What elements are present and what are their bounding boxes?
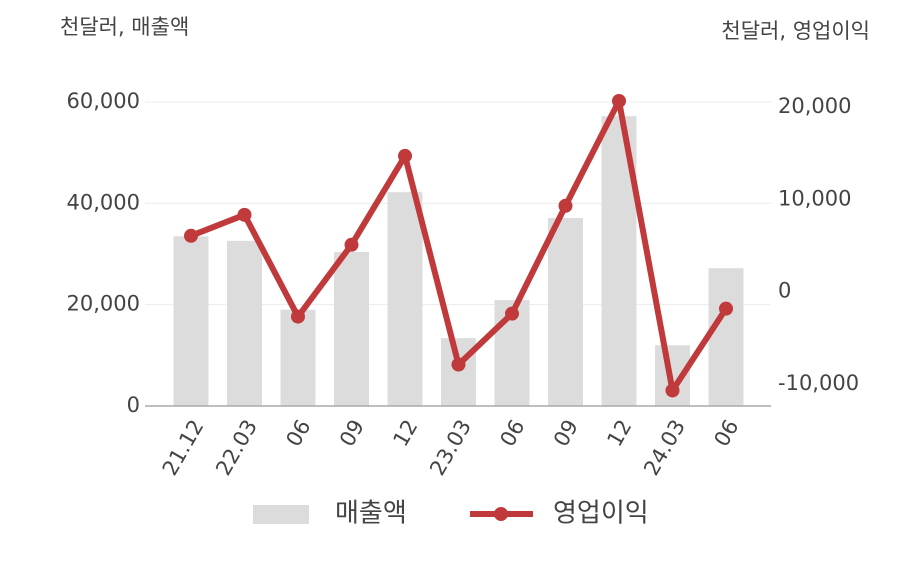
y2-tick-label: 20,000 bbox=[778, 94, 851, 118]
bar bbox=[227, 240, 262, 406]
x-tick-label: 24.03 bbox=[639, 416, 690, 480]
bar bbox=[387, 192, 423, 406]
y2-tick-label: -10,000 bbox=[778, 371, 859, 395]
line-point bbox=[237, 207, 252, 222]
bar bbox=[708, 268, 744, 406]
x-tick-label: 09 bbox=[549, 416, 583, 451]
legend-label: 매출액 bbox=[335, 499, 407, 529]
y-tick-label: 40,000 bbox=[67, 190, 140, 214]
x-tick-label: 06 bbox=[495, 416, 529, 451]
x-tick-label: 06 bbox=[281, 416, 315, 451]
legend-label: 영업이익 bbox=[553, 499, 649, 529]
line-point bbox=[184, 228, 198, 243]
y-tick-label: 0 bbox=[127, 393, 140, 417]
legend-swatch bbox=[253, 505, 309, 524]
line-point bbox=[505, 306, 519, 321]
y2-tick-label: 10,000 bbox=[778, 186, 851, 210]
line-point bbox=[719, 301, 733, 316]
bar bbox=[334, 251, 369, 406]
x-tick-label: 12 bbox=[602, 416, 636, 451]
line-point bbox=[344, 237, 359, 252]
x-tick-label: 22.03 bbox=[211, 416, 262, 480]
line-point bbox=[398, 148, 412, 163]
bar bbox=[548, 218, 583, 406]
x-tick-label: 09 bbox=[335, 416, 369, 451]
bar bbox=[173, 236, 209, 406]
x-tick-label: 23.03 bbox=[425, 416, 476, 480]
legend: 매출액 영업이익 bbox=[253, 499, 649, 529]
y-unit-label: 천달러, 매출액 bbox=[60, 15, 189, 39]
bar bbox=[441, 338, 476, 406]
y-tick-label: 60,000 bbox=[67, 89, 140, 113]
line-point bbox=[612, 93, 626, 108]
y2-unit-label: 천달러, 영업이익 bbox=[721, 19, 870, 43]
y-tick-label: 20,000 bbox=[67, 292, 140, 316]
x-tick-label: 12 bbox=[388, 416, 422, 451]
x-tick-label: 06 bbox=[709, 416, 743, 451]
line-point bbox=[665, 383, 680, 398]
line-point bbox=[558, 198, 573, 213]
x-tick-label: 21.12 bbox=[158, 416, 209, 480]
line-point bbox=[291, 309, 305, 324]
bar bbox=[280, 309, 316, 406]
legend-swatch-point bbox=[494, 507, 508, 521]
line-point bbox=[451, 357, 466, 372]
y2-tick-label: 0 bbox=[778, 279, 791, 303]
